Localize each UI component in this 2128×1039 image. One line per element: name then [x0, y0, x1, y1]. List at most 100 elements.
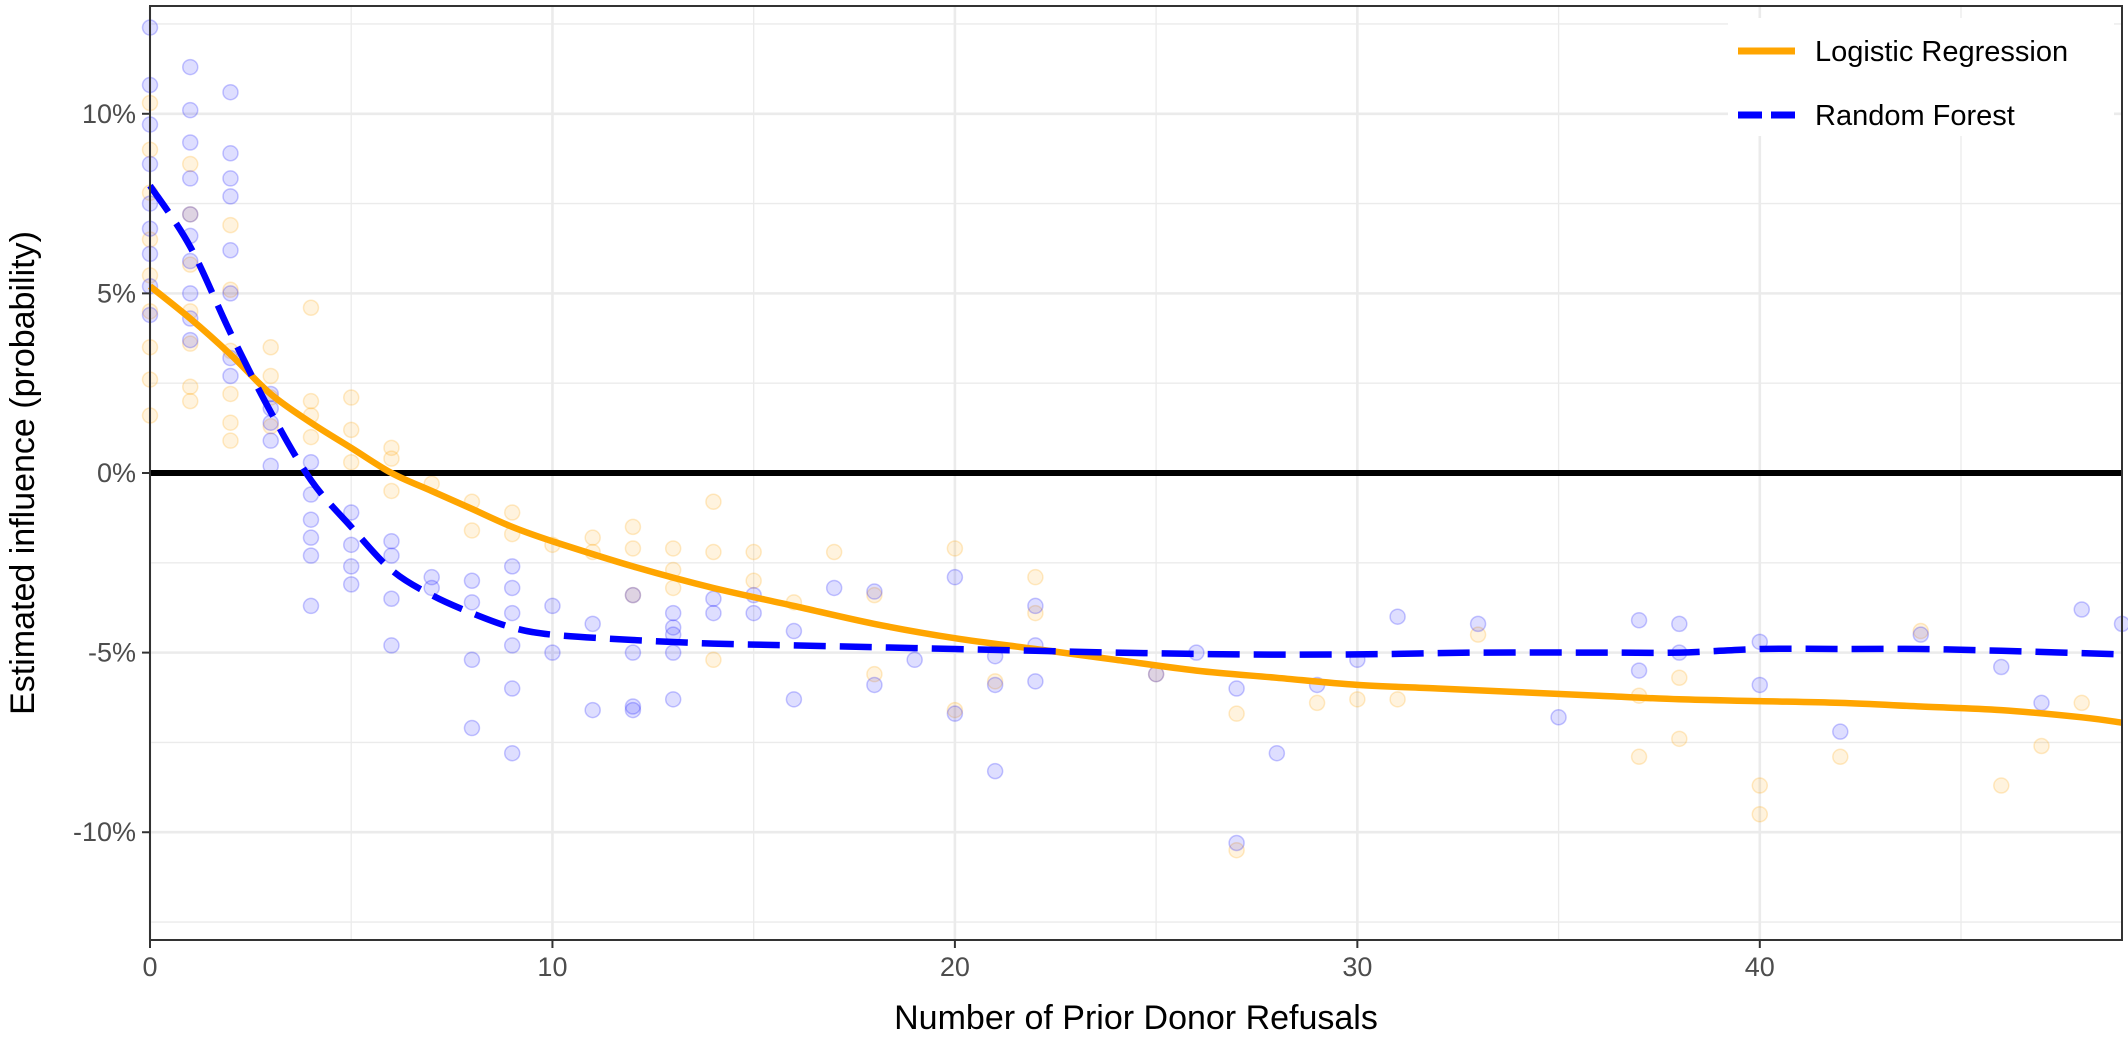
logistic-point [1027, 568, 1044, 586]
forest-point [181, 170, 199, 187]
logistic-point [705, 493, 722, 510]
forest-point [906, 651, 923, 669]
logistic-point [1630, 748, 1648, 766]
forest-point [1228, 834, 1245, 852]
forest-point [624, 644, 642, 661]
logistic-point [2033, 737, 2050, 755]
logistic-point [181, 335, 199, 352]
logistic-point [463, 522, 481, 539]
logistic-point [1751, 777, 1769, 794]
forest-point [222, 188, 239, 205]
series-lines-layer [147, 183, 2123, 726]
y-tick-label: 5% [97, 278, 136, 308]
logistic-point [222, 385, 239, 403]
forest-point [222, 145, 239, 162]
y-tick-label: 0% [97, 458, 136, 488]
logistic-point [624, 540, 642, 557]
forest-point [946, 705, 964, 722]
logistic-point [1832, 748, 1849, 766]
forest-point [222, 285, 239, 302]
forest-point [342, 558, 360, 575]
y-tick-label: 10% [82, 99, 136, 129]
logistic-point [222, 414, 239, 431]
logistic-point [302, 392, 320, 410]
forest-point [181, 206, 199, 223]
forest-point [1550, 709, 1567, 726]
random-forest-line [147, 183, 2123, 658]
forest-point [986, 762, 1004, 780]
forest-point [785, 622, 803, 640]
forest-point [664, 644, 682, 661]
forest-point [866, 676, 883, 694]
logistic-point [1027, 604, 1044, 622]
forest-point [262, 432, 279, 449]
forest-point [624, 586, 642, 604]
x-tick-label: 20 [940, 952, 970, 982]
logistic-point [302, 299, 320, 317]
logistic-point [825, 543, 843, 561]
logistic-point [342, 453, 360, 471]
forest-point [745, 604, 762, 622]
x-axis-title: Number of Prior Donor Refusals [894, 999, 1378, 1037]
forest-point [181, 101, 199, 119]
forest-point [463, 594, 481, 611]
logistic-point [946, 701, 964, 719]
x-tick-label: 30 [1342, 952, 1372, 982]
forest-point [705, 604, 722, 622]
forest-point [1912, 626, 1930, 643]
forest-point [342, 536, 360, 554]
forest-point [503, 558, 521, 575]
forest-point [181, 252, 199, 270]
logistic-point [664, 540, 682, 557]
legend: Logistic Regression Random Forest [1728, 18, 2114, 136]
y-tick-label: -5% [88, 638, 136, 668]
logistic-point [1389, 691, 1406, 708]
logistic-point [383, 482, 400, 500]
forest-point [1027, 673, 1044, 690]
forest-point [664, 691, 682, 708]
forest-point [463, 719, 481, 737]
logistic-point [1228, 841, 1245, 859]
logistic-point [2073, 694, 2091, 712]
forest-point [1751, 676, 1769, 694]
legend-label-logistic-regression: Logistic Regression [1815, 36, 2068, 68]
logistic-point [222, 432, 239, 449]
forest-point [946, 568, 964, 586]
forest-point [866, 583, 883, 600]
forest-point [423, 568, 440, 586]
forest-point [825, 579, 843, 597]
logistic-point [1671, 730, 1688, 748]
forest-point [222, 83, 239, 101]
forest-point [503, 744, 521, 762]
logistic-point [1912, 622, 1930, 640]
forest-point [785, 691, 803, 708]
forest-point [2073, 601, 2091, 618]
legend-label-random-forest: Random Forest [1815, 100, 2015, 132]
forest-point [584, 615, 601, 633]
forest-point [181, 285, 199, 302]
forest-point [624, 698, 642, 715]
logistic-point [1308, 694, 1326, 712]
forest-point [302, 547, 320, 564]
logistic-point [262, 418, 279, 435]
logistic-point [1469, 626, 1487, 643]
logistic-point [1751, 806, 1769, 823]
x-tick-label: 0 [142, 952, 157, 982]
forest-point [302, 597, 320, 615]
logistic-point [745, 572, 762, 590]
logistic-point [262, 367, 279, 385]
logistic-regression-line [147, 283, 2123, 726]
forest-point [1630, 662, 1648, 679]
logistic-point [624, 518, 642, 536]
logistic-point [181, 378, 199, 396]
forest-point [705, 590, 722, 607]
forest-point [222, 170, 239, 187]
forest-point [222, 367, 239, 385]
forest-point [1993, 658, 2010, 676]
forest-point [423, 579, 440, 597]
forest-point [1832, 723, 1849, 740]
logistic-point [342, 389, 360, 406]
forest-point [664, 604, 682, 622]
logistic-point [866, 665, 883, 683]
